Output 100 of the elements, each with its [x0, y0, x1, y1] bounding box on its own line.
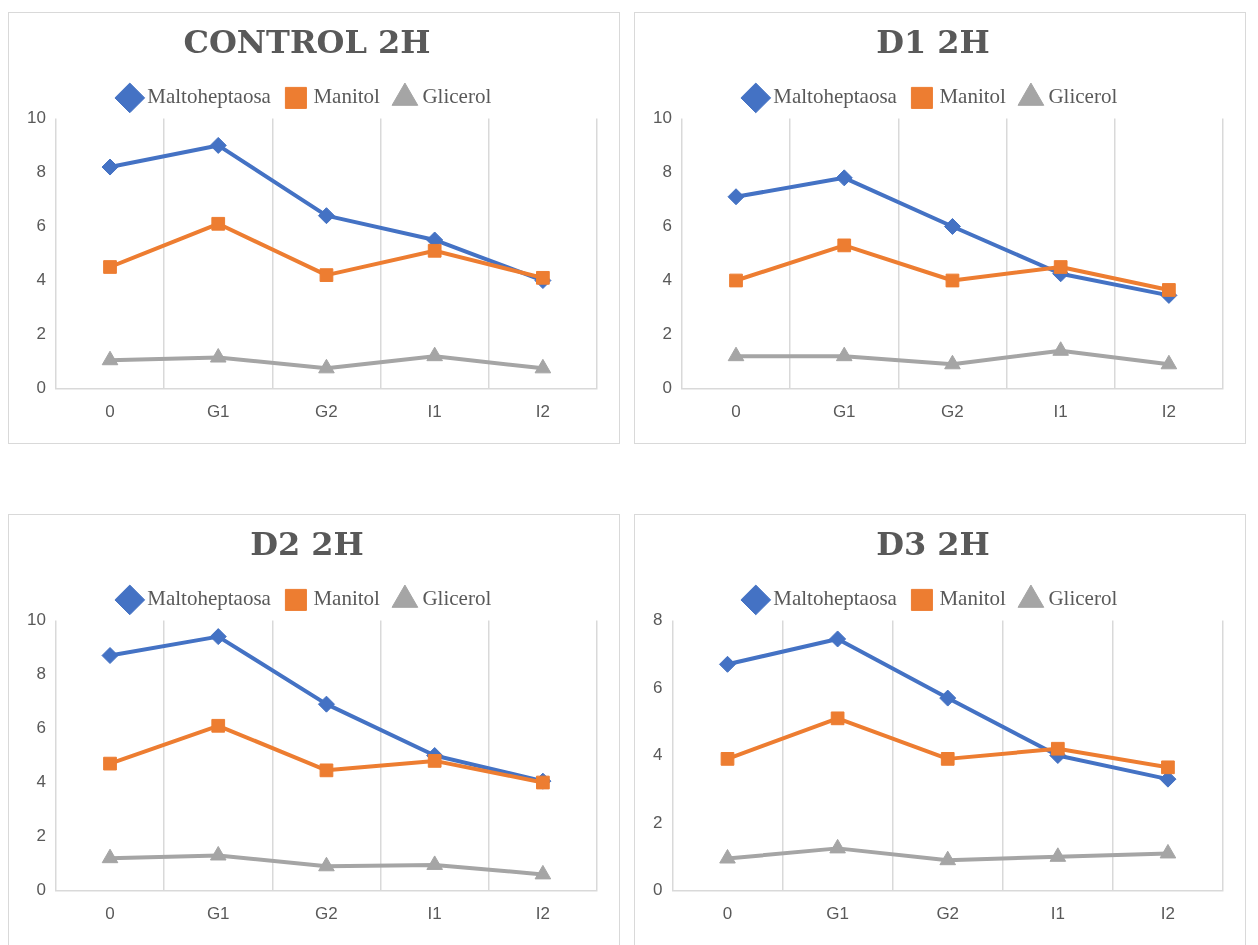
y-tick-label: 8 [36, 664, 46, 684]
point [103, 260, 117, 274]
point [1161, 760, 1175, 775]
y-tick-label: 6 [36, 718, 46, 738]
y-tick-label: 4 [36, 270, 46, 290]
point [727, 346, 745, 362]
x-tick-label: G2 [315, 402, 338, 422]
y-tick-label: 0 [36, 880, 46, 900]
x-tick-label: 0 [722, 904, 733, 924]
point [209, 348, 227, 363]
legend-label: Manitol [939, 586, 1007, 611]
point [727, 188, 745, 206]
point [426, 346, 443, 362]
point [1052, 341, 1069, 356]
y-tick-label: 10 [26, 610, 46, 630]
point [835, 346, 853, 362]
y-tick-label: 0 [662, 378, 672, 398]
y-tick-label: 2 [662, 324, 672, 344]
y-tick-label: 10 [26, 108, 46, 128]
point [319, 268, 334, 282]
y-tick-label: 8 [652, 610, 663, 630]
legend-label: Glicerol [422, 586, 492, 611]
y-tick-label: 4 [662, 270, 672, 290]
point [1159, 843, 1177, 859]
point [103, 756, 117, 771]
point [945, 273, 960, 288]
point [944, 354, 961, 370]
point [536, 270, 550, 285]
point [939, 689, 957, 707]
legend-label: Maltoheptaosa [147, 84, 272, 109]
x-tick-label: I1 [1050, 904, 1065, 924]
chart-title: D2 2H [250, 524, 364, 563]
point [719, 655, 737, 673]
x-tick-label: G2 [315, 904, 338, 924]
point [319, 763, 334, 778]
point [729, 273, 743, 288]
point [1160, 354, 1178, 370]
x-tick-label: I1 [427, 402, 442, 422]
x-tick-label: I2 [1160, 904, 1176, 924]
legend-label: Manitol [939, 84, 1007, 109]
legend-label: Glicerol [1048, 586, 1118, 611]
point [101, 647, 119, 665]
point [940, 752, 955, 766]
legend-label: Manitol [313, 586, 381, 611]
point [101, 158, 119, 176]
y-tick-label: 0 [652, 880, 663, 900]
point [1053, 260, 1068, 274]
point [835, 169, 853, 187]
x-tick-label: I1 [1053, 402, 1068, 422]
point [943, 217, 961, 235]
point [829, 630, 847, 648]
point [939, 850, 957, 866]
point [719, 849, 736, 864]
x-tick-label: I2 [535, 904, 550, 924]
legend-label: Maltoheptaosa [773, 586, 898, 611]
x-tick-label: G2 [941, 402, 964, 422]
point [426, 855, 443, 870]
point [427, 754, 442, 768]
point [1162, 283, 1176, 297]
y-tick-label: 4 [36, 772, 46, 792]
point [837, 238, 852, 253]
y-tick-label: 6 [662, 216, 672, 236]
point [1050, 741, 1065, 756]
point [209, 136, 227, 154]
point [209, 845, 227, 861]
point [534, 864, 552, 880]
y-tick-label: 2 [36, 324, 46, 344]
y-tick-label: 0 [36, 378, 46, 398]
legend-label: Maltoheptaosa [147, 586, 272, 611]
y-tick-label: 10 [652, 108, 672, 128]
point [1049, 847, 1067, 862]
x-tick-label: I2 [1161, 402, 1176, 422]
point [534, 358, 552, 374]
point [720, 752, 735, 766]
chart-title: D3 2H [876, 524, 990, 563]
x-tick-label: 0 [731, 402, 741, 422]
x-tick-label: I1 [427, 904, 442, 924]
y-tick-label: 8 [662, 162, 672, 182]
point [317, 695, 335, 713]
legend-label: Maltoheptaosa [773, 84, 898, 109]
point [829, 838, 846, 854]
x-tick-label: 0 [105, 904, 115, 924]
point [317, 207, 335, 225]
x-tick-label: 0 [105, 402, 115, 422]
chart-title: D1 2H [876, 22, 990, 61]
point [209, 628, 227, 646]
x-tick-label: G1 [206, 904, 230, 924]
chart-title: CONTROL 2H [183, 22, 431, 61]
y-tick-label: 8 [36, 162, 46, 182]
x-tick-label: G1 [832, 402, 856, 422]
legend-label: Glicerol [422, 84, 492, 109]
point [318, 358, 335, 374]
legend-label: Manitol [313, 84, 381, 109]
x-tick-label: G1 [826, 904, 849, 924]
x-tick-label: G1 [206, 402, 230, 422]
x-tick-label: I2 [535, 402, 550, 422]
point [318, 856, 335, 872]
point [211, 718, 226, 733]
y-tick-label: 2 [652, 812, 663, 832]
point [211, 216, 226, 231]
